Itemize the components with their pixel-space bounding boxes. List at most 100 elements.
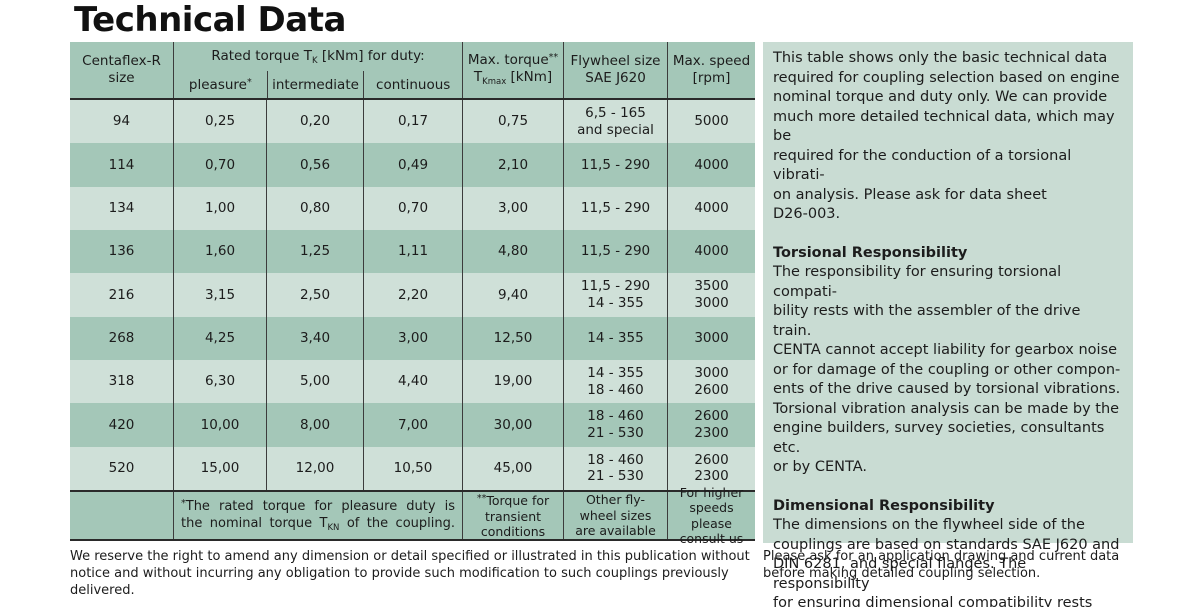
cell-intermediate: 0,20 [266,100,363,144]
cell-speed: 3000 [667,316,755,360]
max-torque-unit: [kNm] [506,69,553,85]
cell-intermediate: 0,56 [266,143,363,187]
application-note: Please ask for an application drawing an… [763,549,1120,581]
cell-intermediate: 12,00 [266,446,363,490]
table-row: 114 0,70 0,56 0,49 2,10 11,5 - 290 4000 [70,143,755,187]
pleasure-label: pleasure [188,76,247,93]
cell-size: 268 [108,330,135,347]
table-row: 420 10,00 8,00 7,00 30,00 18 - 460 21 - 530 26… [70,403,755,447]
header-max-speed: Max. speed [rpm] [667,42,755,98]
cell-intermediate: 1,25 [266,229,363,274]
cell-size: 216 [108,286,135,303]
cell-flywheel: 6,5 - 165 and special [563,100,667,144]
torque-note-line1: Torque for [486,493,550,509]
pleasure-footnote-mark: * [246,76,252,88]
header-duty-pleasure: pleasure* [174,71,267,98]
cell-intermediate: 8,00 [266,403,363,447]
disclaimer-note: We reserve the right to amend any dimens… [70,549,750,598]
table-header: Centaflex-R size Rated torque TK [kNm] f… [70,42,755,100]
cell-flywheel: 14 - 355 18 - 460 [563,359,667,404]
header-rated-torque-group: Rated torque TK [kNm] for duty: pleasure… [173,42,462,98]
dimensional-body: The dimensions on the flywheel side of t… [773,517,1120,607]
cell-pleasure: 1,00 [173,186,266,230]
table-row: 216 3,15 2,50 2,20 9,40 11,5 - 290 14 - 355 35… [70,273,755,317]
header-duty-intermediate: intermediate [266,71,364,98]
cell-speed: 2600 2300 [667,446,755,490]
cell-flywheel: 18 - 460 21 - 530 [563,446,667,490]
torque-note-rest: transient conditions [480,508,546,540]
cell-continuous: 7,00 [363,403,462,447]
cell-intermediate: 3,40 [266,316,363,360]
table-row: 94 0,25 0,20 0,17 0,75 6,5 - 165 and special 5… [70,100,755,144]
table-body: 94 0,25 0,20 0,17 0,75 6,5 - 165 and special 5… [70,100,755,490]
max-torque-subscript: Kmax [482,77,507,87]
table-row: 134 1,00 0,80 0,70 3,00 11,5 - 290 4000 [70,186,755,230]
table-footer: *The rated torque for pleasure duty is t… [70,485,755,546]
footer-flywheel-note: Other fly- wheel sizes are available [563,492,667,539]
table-row: 318 6,30 5,00 4,40 19,00 14 - 355 18 - 460 300… [70,359,755,404]
footnote-line2: the nominal torque T [181,515,328,531]
footnote-line2-end: of the coupling. [339,515,455,531]
footer-speed-note: For higher speeds please consult us [667,485,755,546]
header-max-torque: Max. torque** TKmax [kNm] [462,42,563,98]
cell-size: 94 [112,113,131,130]
cell-flywheel: 11,5 - 290 [563,186,667,230]
cell-size: 134 [108,200,135,217]
rated-torque-text: Rated torque T [211,47,313,64]
cell-max-torque: 12,50 [462,316,563,360]
cell-speed: 2600 2300 [667,403,755,447]
cell-pleasure: 3,15 [173,273,266,317]
cell-speed: 3500 3000 [667,273,755,317]
cell-pleasure: 6,30 [173,359,266,404]
cell-flywheel: 18 - 460 21 - 530 [563,403,667,447]
cell-size: 318 [108,373,135,390]
cell-max-torque: 30,00 [462,403,563,447]
cell-flywheel: 11,5 - 290 [563,143,667,187]
header-duty-subrow: pleasure* intermediate continuous [174,71,462,98]
cell-pleasure: 4,25 [173,316,266,360]
cell-flywheel: 14 - 355 [563,316,667,360]
cell-continuous: 3,00 [363,316,462,360]
cell-max-torque: 3,00 [462,186,563,230]
cell-pleasure: 0,70 [173,143,266,187]
header-flywheel: Flywheel size SAE J620 [563,42,667,98]
footer-rated-torque-note: *The rated torque for pleasure duty is t… [173,492,462,539]
cell-pleasure: 15,00 [173,446,266,490]
cell-pleasure: 0,25 [173,100,266,144]
footer-empty-cell [70,492,173,539]
cell-continuous: 2,20 [363,273,462,317]
cell-continuous: 4,40 [363,359,462,404]
max-torque-footnote-mark: ** [548,52,559,63]
max-torque-text: Max. torque [467,52,549,68]
cell-continuous: 0,17 [363,100,462,144]
rated-torque-subscript: K [312,55,318,66]
footnote-line1: The rated torque for pleasure duty is [185,498,455,514]
table-row: 136 1,60 1,25 1,11 4,80 11,5 - 290 4000 [70,229,755,274]
cell-pleasure: 10,00 [173,403,266,447]
table-row: 268 4,25 3,40 3,00 12,50 14 - 355 3000 [70,316,755,360]
cell-max-torque: 45,00 [462,446,563,490]
page-title: Technical Data [74,0,346,40]
cell-intermediate: 0,80 [266,186,363,230]
cell-size: 114 [108,156,135,173]
footer-torque-note: **Torque for transient conditions [462,492,563,539]
cell-continuous: 0,49 [363,143,462,187]
rated-torque-unit: [kNm] for duty: [317,47,425,64]
dimensional-heading: Dimensional Responsibility [773,497,995,514]
cell-max-torque: 0,75 [462,100,563,144]
cell-continuous: 1,11 [363,229,462,274]
cell-max-torque: 2,10 [462,143,563,187]
max-torque-symbol: T [473,69,483,85]
footnote-subscript: KN [327,522,340,533]
cell-size: 520 [108,460,135,477]
cell-max-torque: 4,80 [462,229,563,274]
header-duty-continuous: continuous [363,71,462,98]
cell-intermediate: 2,50 [266,273,363,317]
cell-intermediate: 5,00 [266,359,363,404]
torsional-heading: Torsional Responsibility [773,244,968,261]
cell-speed: 4000 [667,229,755,274]
cell-size: 136 [108,243,135,260]
cell-continuous: 10,50 [363,446,462,490]
torsional-body: The responsibility for ensuring torsiona… [773,264,1121,475]
